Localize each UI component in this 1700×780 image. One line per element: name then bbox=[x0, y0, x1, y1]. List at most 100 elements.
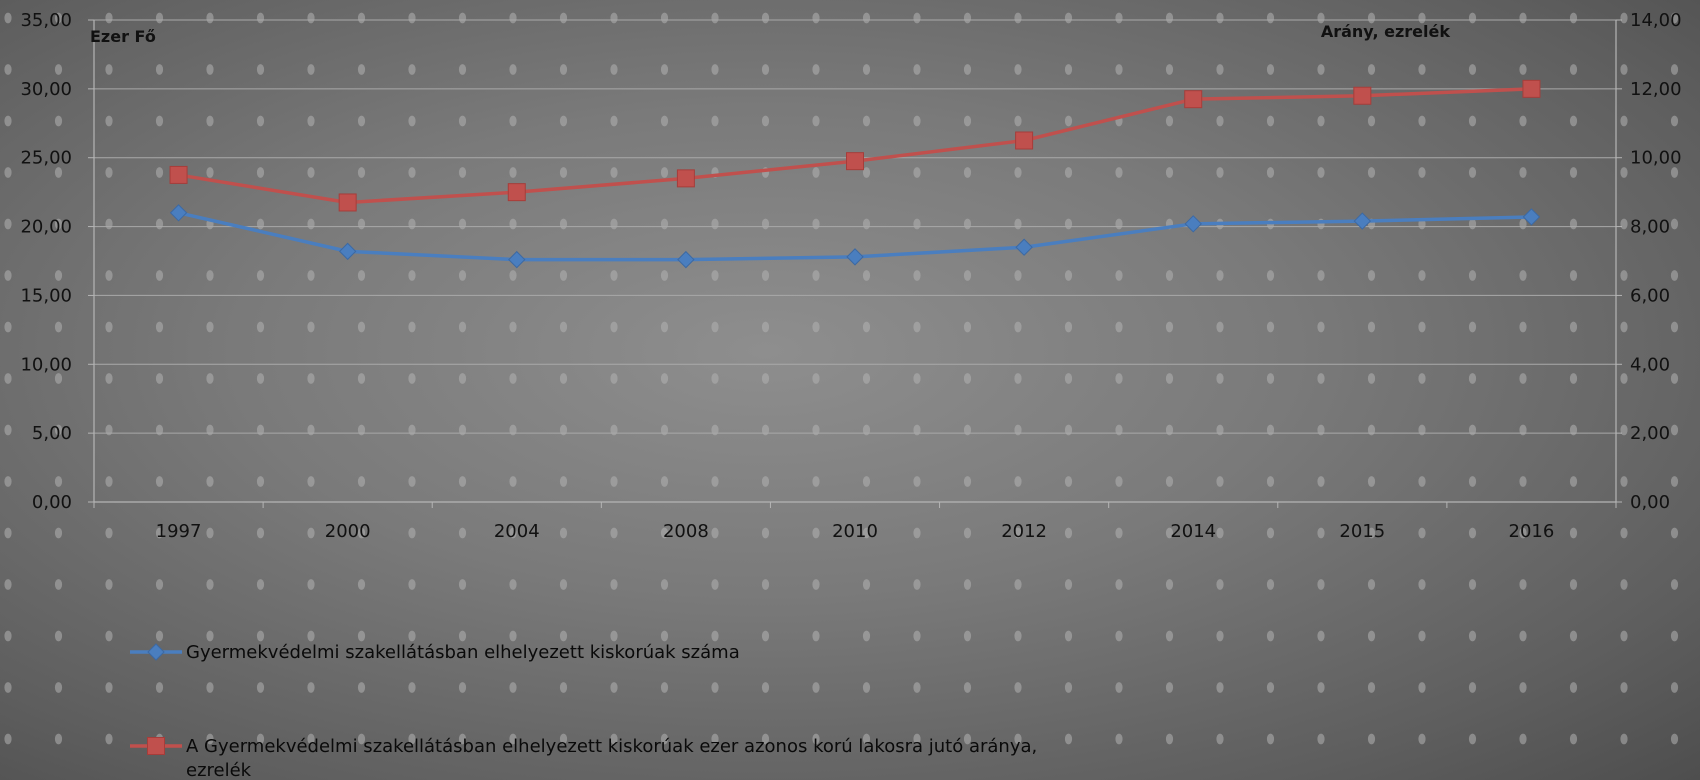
data-point bbox=[1184, 90, 1203, 109]
pattern-dot bbox=[4, 218, 12, 230]
pattern-dot bbox=[862, 373, 871, 384]
pattern-dot bbox=[559, 64, 568, 75]
pattern-dot bbox=[1620, 64, 1628, 75]
pattern-dot bbox=[54, 218, 63, 230]
pattern-dot bbox=[1014, 579, 1022, 590]
y-tick-label-right: 6,00 bbox=[1630, 285, 1670, 306]
pattern-dot bbox=[54, 476, 63, 487]
pattern-dot bbox=[711, 373, 719, 384]
pattern-dot bbox=[1216, 167, 1224, 178]
pattern-dot bbox=[862, 167, 871, 178]
pattern-dot bbox=[761, 476, 770, 487]
pattern-dot bbox=[1216, 321, 1224, 333]
pattern-dot bbox=[1064, 115, 1073, 127]
pattern-dot bbox=[256, 373, 265, 384]
pattern-dot bbox=[256, 682, 265, 693]
pattern-dot bbox=[1266, 682, 1275, 693]
pattern-dot bbox=[307, 167, 315, 178]
pattern-dot bbox=[812, 476, 820, 487]
legend-label: ezrelék bbox=[186, 760, 252, 780]
data-point bbox=[508, 250, 526, 269]
pattern-dot bbox=[54, 373, 63, 384]
pattern-dot bbox=[963, 424, 972, 436]
series-1 bbox=[169, 204, 1541, 269]
pattern-dot bbox=[1569, 733, 1578, 745]
pattern-dot bbox=[610, 373, 618, 384]
pattern-dot bbox=[913, 630, 921, 642]
pattern-dot bbox=[711, 733, 719, 745]
pattern-dot bbox=[1165, 115, 1174, 127]
pattern-dot bbox=[1115, 321, 1123, 333]
pattern-dot bbox=[54, 527, 63, 539]
pattern-dot bbox=[307, 733, 315, 745]
pattern-dot bbox=[1418, 630, 1426, 642]
pattern-dot bbox=[458, 733, 467, 745]
pattern-dot bbox=[54, 115, 63, 127]
pattern-dot bbox=[206, 12, 214, 24]
pattern-dot bbox=[1266, 630, 1275, 642]
pattern-dot bbox=[1418, 373, 1426, 384]
pattern-dot bbox=[1468, 115, 1477, 127]
pattern-dot bbox=[660, 115, 669, 127]
pattern-dot bbox=[408, 270, 416, 281]
pattern-dot bbox=[1216, 64, 1224, 75]
pattern-dot bbox=[1064, 630, 1073, 642]
pattern-dot bbox=[610, 682, 618, 693]
pattern-dot bbox=[1468, 733, 1477, 745]
y-tick-label-right: 0,00 bbox=[1630, 492, 1670, 513]
legend-item-1: Gyermekvédelmi szakellátásban elhelyezet… bbox=[130, 642, 740, 663]
data-point bbox=[1522, 79, 1541, 98]
pattern-dot bbox=[660, 167, 669, 178]
pattern-dot bbox=[1620, 630, 1628, 642]
pattern-dot bbox=[1418, 682, 1426, 693]
pattern-dot bbox=[559, 321, 568, 333]
pattern-dot bbox=[963, 733, 972, 745]
pattern-dot bbox=[1115, 733, 1123, 745]
pattern-dot bbox=[1468, 630, 1477, 642]
pattern-dot bbox=[206, 630, 214, 642]
series-layer bbox=[169, 79, 1541, 269]
pattern-dot bbox=[1165, 527, 1174, 539]
pattern-dot bbox=[307, 12, 315, 24]
pattern-dot bbox=[458, 64, 467, 75]
pattern-dot bbox=[761, 373, 770, 384]
pattern-dot bbox=[862, 64, 871, 75]
pattern-dot bbox=[963, 218, 972, 230]
pattern-dot bbox=[559, 424, 568, 436]
pattern-dot bbox=[458, 579, 467, 590]
pattern-dot bbox=[1165, 733, 1174, 745]
y-tick-label-left: 20,00 bbox=[20, 217, 72, 238]
data-point bbox=[507, 183, 526, 202]
pattern-dot bbox=[1367, 424, 1376, 436]
pattern-dot bbox=[1367, 167, 1376, 178]
pattern-dot bbox=[660, 12, 669, 24]
pattern-dot bbox=[711, 12, 719, 24]
pattern-dot bbox=[913, 321, 921, 333]
pattern-dot bbox=[1569, 476, 1578, 487]
pattern-dot bbox=[963, 630, 972, 642]
pattern-dot bbox=[1519, 373, 1527, 384]
pattern-dot bbox=[105, 630, 113, 642]
pattern-dot bbox=[1468, 321, 1477, 333]
pattern-dot bbox=[408, 579, 416, 590]
pattern-dot bbox=[1165, 270, 1174, 281]
pattern-dot bbox=[660, 733, 669, 745]
pattern-dot bbox=[1064, 682, 1073, 693]
pattern-dot bbox=[357, 682, 366, 693]
pattern-dot bbox=[1165, 12, 1174, 24]
pattern-dot bbox=[206, 64, 214, 75]
pattern-dot bbox=[559, 218, 568, 230]
legend-swatch-marker bbox=[147, 737, 165, 755]
pattern-dot bbox=[1569, 270, 1578, 281]
pattern-dot bbox=[509, 476, 517, 487]
pattern-dot bbox=[256, 424, 265, 436]
pattern-dot bbox=[812, 373, 820, 384]
y-tick-label-left: 5,00 bbox=[32, 423, 72, 444]
pattern-dot bbox=[1418, 424, 1426, 436]
pattern-dot bbox=[206, 167, 214, 178]
pattern-dot bbox=[1519, 527, 1527, 539]
pattern-dot bbox=[1064, 167, 1073, 178]
pattern-dot bbox=[1620, 527, 1628, 539]
data-point bbox=[676, 169, 695, 188]
data-point bbox=[1015, 238, 1033, 256]
